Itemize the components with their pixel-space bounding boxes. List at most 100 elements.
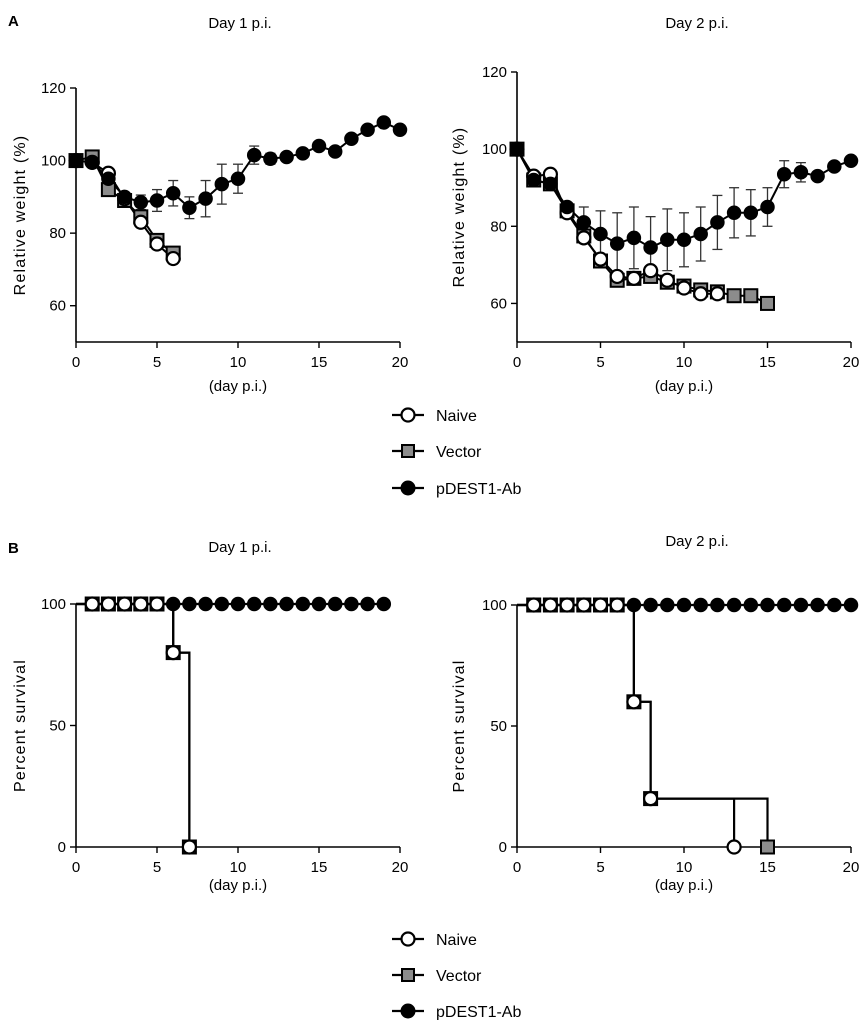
data-point-naive [133, 596, 149, 612]
x-axis-label: (day p.i.) [655, 877, 713, 894]
x-tick-label: 20 [843, 859, 860, 876]
data-point-naive [592, 597, 609, 613]
y-tick-label: 80 [490, 218, 507, 235]
data-point-naive [133, 214, 149, 230]
x-tick-label: 15 [759, 859, 776, 876]
legend-marker-pdest [400, 480, 416, 496]
legend-b-naive: Naive [392, 931, 477, 949]
data-point-pdest [743, 205, 759, 221]
legend-label-naive: Naive [436, 932, 477, 949]
y-tick-label: 120 [482, 64, 507, 81]
data-point-pdest [559, 199, 575, 215]
x-tick-label: 10 [676, 354, 693, 371]
y-axis-label: Relative weight (%) [12, 135, 29, 296]
panel-label-a: A [8, 13, 19, 30]
data-point-pdest [327, 144, 343, 159]
x-tick-label: 0 [513, 354, 521, 371]
data-point-naive [100, 596, 117, 612]
data-point-pdest [344, 131, 359, 147]
data-point-naive [609, 268, 625, 285]
data-point-pdest [263, 151, 278, 167]
data-point-pdest [776, 166, 792, 182]
data-point-pdest [776, 597, 792, 613]
data-point-pdest [311, 596, 327, 612]
data-point-naive [149, 596, 165, 612]
data-point-pdest [117, 189, 132, 205]
data-point-pdest [710, 597, 725, 613]
x-tick-label: 5 [153, 354, 161, 371]
data-point-naive [165, 644, 181, 661]
data-point-pdest [760, 597, 775, 613]
data-point-pdest [543, 176, 558, 192]
legend-a: Naive Vector pDEST1-Ab [392, 407, 521, 498]
data-point-pdest [843, 153, 859, 168]
data-point-pdest [760, 199, 775, 215]
survival-line-naive [517, 603, 736, 847]
data-point-naive [642, 263, 659, 279]
data-point-naive [526, 597, 542, 613]
data-point-pdest [230, 596, 246, 612]
data-point-pdest [68, 153, 84, 168]
legend-b-pdest: pDEST1-Ab [392, 1003, 521, 1020]
data-point-pdest [643, 240, 658, 255]
y-tick-label: 60 [49, 298, 66, 315]
y-tick-label: 0 [58, 839, 66, 856]
data-point-pdest [626, 597, 642, 613]
data-point-pdest [101, 171, 116, 186]
data-point-pdest [214, 176, 230, 192]
data-point-pdest [360, 122, 375, 137]
data-point-pdest [626, 230, 642, 246]
panel-label-b: B [8, 540, 19, 557]
x-tick-label: 10 [230, 354, 247, 371]
data-point-pdest [214, 596, 230, 612]
x-tick-label: 10 [230, 859, 247, 876]
data-point-vector [726, 288, 742, 304]
y-tick-label: 80 [49, 225, 66, 242]
data-point-pdest [676, 597, 692, 613]
data-point-naive [676, 280, 692, 296]
data-point-pdest [149, 193, 165, 208]
data-point-pdest [182, 200, 197, 215]
chart-title: Day 1 p.i. [208, 15, 271, 32]
x-tick-label: 0 [513, 859, 521, 876]
data-point-pdest [246, 596, 262, 612]
legend-marker-vector [401, 444, 415, 458]
legend-a-pdest: pDEST1-Ab [392, 480, 521, 498]
survival-line-naive [76, 602, 191, 847]
data-point-pdest [344, 596, 359, 612]
x-tick-label: 5 [153, 859, 161, 876]
data-point-pdest [609, 236, 625, 251]
legend-label-pdest: pDEST1-Ab [436, 481, 521, 498]
y-tick-label: 50 [49, 718, 66, 735]
data-point-naive [576, 597, 592, 613]
legend-label-vector: Vector [436, 444, 482, 461]
y-tick-label: 100 [41, 153, 66, 170]
y-axis-label: Relative weight (%) [451, 127, 468, 288]
data-point-naive [181, 839, 197, 855]
data-point-pdest [263, 596, 278, 612]
x-tick-label: 10 [676, 859, 693, 876]
data-point-naive [84, 596, 100, 612]
data-point-pdest [726, 597, 742, 613]
x-tick-label: 20 [392, 354, 409, 371]
legend-a-naive: Naive [392, 407, 477, 425]
data-point-pdest [827, 159, 842, 174]
data-point-pdest [84, 155, 100, 170]
x-tick-label: 20 [392, 859, 409, 876]
x-tick-label: 20 [843, 354, 860, 371]
x-tick-label: 5 [596, 354, 604, 371]
data-point-pdest [198, 191, 213, 206]
data-point-pdest [509, 141, 525, 157]
legend-marker-vector [401, 968, 415, 982]
data-point-pdest [793, 597, 809, 613]
data-point-naive [576, 230, 592, 246]
data-point-pdest [843, 597, 859, 613]
y-tick-label: 0 [499, 839, 507, 856]
x-tick-label: 15 [311, 859, 328, 876]
data-point-naive [642, 790, 659, 807]
data-point-pdest [743, 597, 759, 613]
chart-weight-day1: Day 1 p.i. 0 5 10 15 20 60 80 100 120 (day p.i.) Re… [12, 15, 408, 395]
data-point-pdest [295, 146, 311, 161]
data-point-pdest [198, 596, 213, 612]
